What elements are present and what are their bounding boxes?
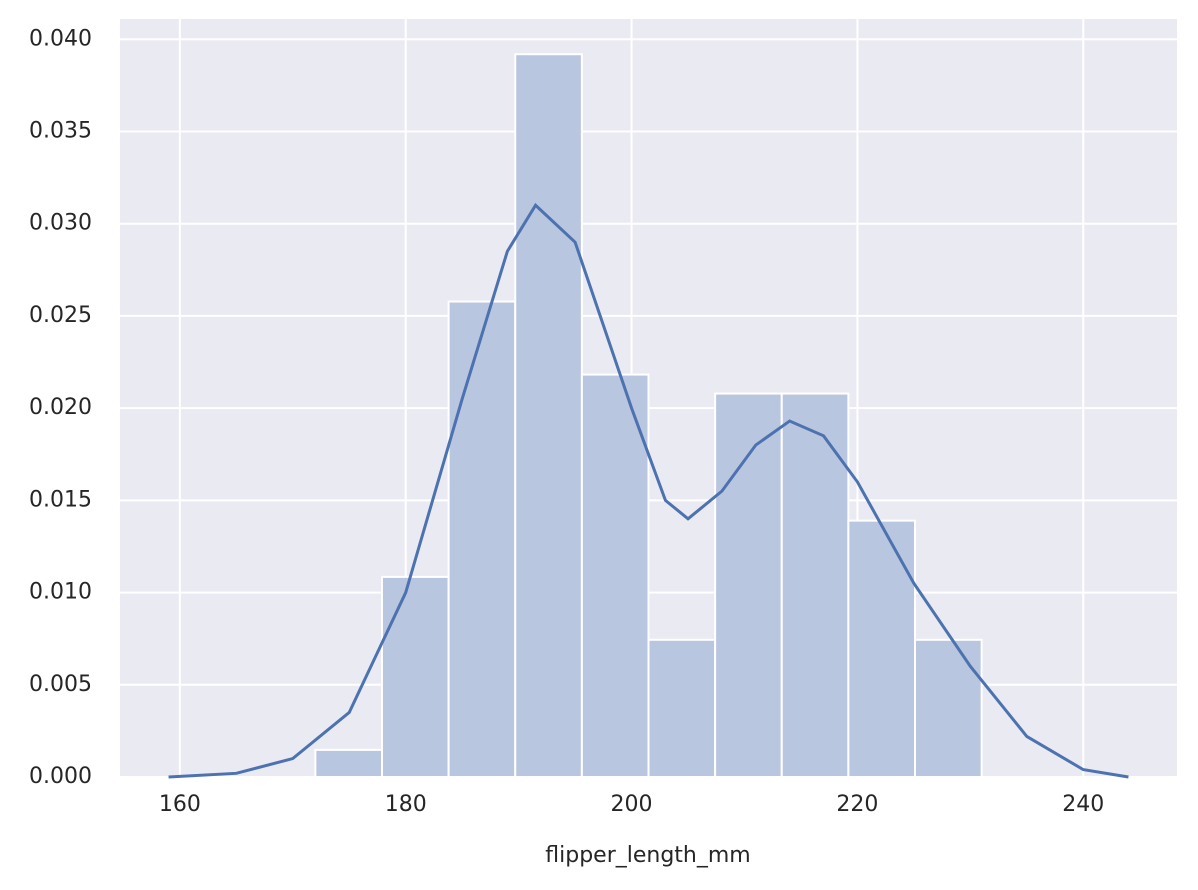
y-tick-label: 0.000 xyxy=(29,764,92,789)
bar xyxy=(580,373,650,778)
bar xyxy=(514,53,583,779)
y-tick-label: 0.040 xyxy=(29,26,92,51)
y-tick-label: 0.020 xyxy=(29,395,92,420)
bar xyxy=(847,519,917,778)
bar xyxy=(447,300,517,778)
y-tick-label: 0.015 xyxy=(29,487,92,512)
x-tick-label: 180 xyxy=(385,792,427,817)
bar xyxy=(914,638,983,778)
bar xyxy=(647,638,717,778)
x-tick-label: 220 xyxy=(836,792,878,817)
y-tick-label: 0.025 xyxy=(29,303,92,328)
kde-line xyxy=(168,202,1129,779)
bar xyxy=(780,392,850,778)
x-tick-label: 200 xyxy=(611,792,653,817)
bar xyxy=(380,575,450,779)
x-tick-label: 240 xyxy=(1062,792,1104,817)
bar xyxy=(714,392,783,778)
bar xyxy=(314,748,383,778)
y-tick-label: 0.010 xyxy=(29,580,92,605)
y-tick-label: 0.035 xyxy=(29,119,92,144)
x-tick-label: 160 xyxy=(159,792,201,817)
y-tick-label: 0.005 xyxy=(29,672,92,697)
y-tick-label: 0.030 xyxy=(29,211,92,236)
x-axis-label: flipper_length_mm xyxy=(545,843,750,868)
